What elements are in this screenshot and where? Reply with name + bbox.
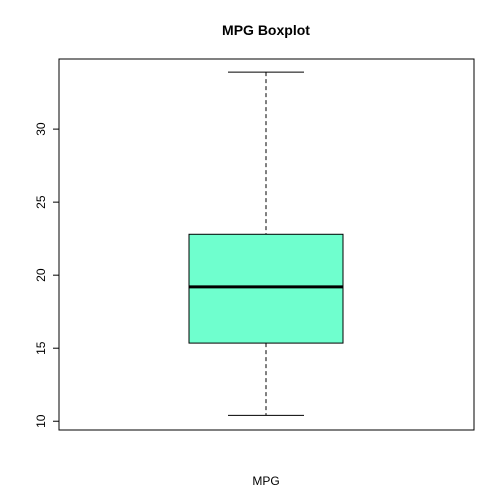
y-tick-label: 10 <box>34 414 48 428</box>
y-axis: 10 15 20 25 30 <box>34 122 60 428</box>
y-tick-label: 30 <box>34 122 48 136</box>
chart-title: MPG Boxplot <box>222 22 310 38</box>
y-tick-label: 25 <box>34 195 48 209</box>
x-axis-label: MPG <box>252 474 279 488</box>
box-group <box>188 71 344 416</box>
iqr-box <box>188 233 344 344</box>
y-tick-label: 20 <box>34 268 48 282</box>
y-tick-label: 15 <box>34 341 48 355</box>
